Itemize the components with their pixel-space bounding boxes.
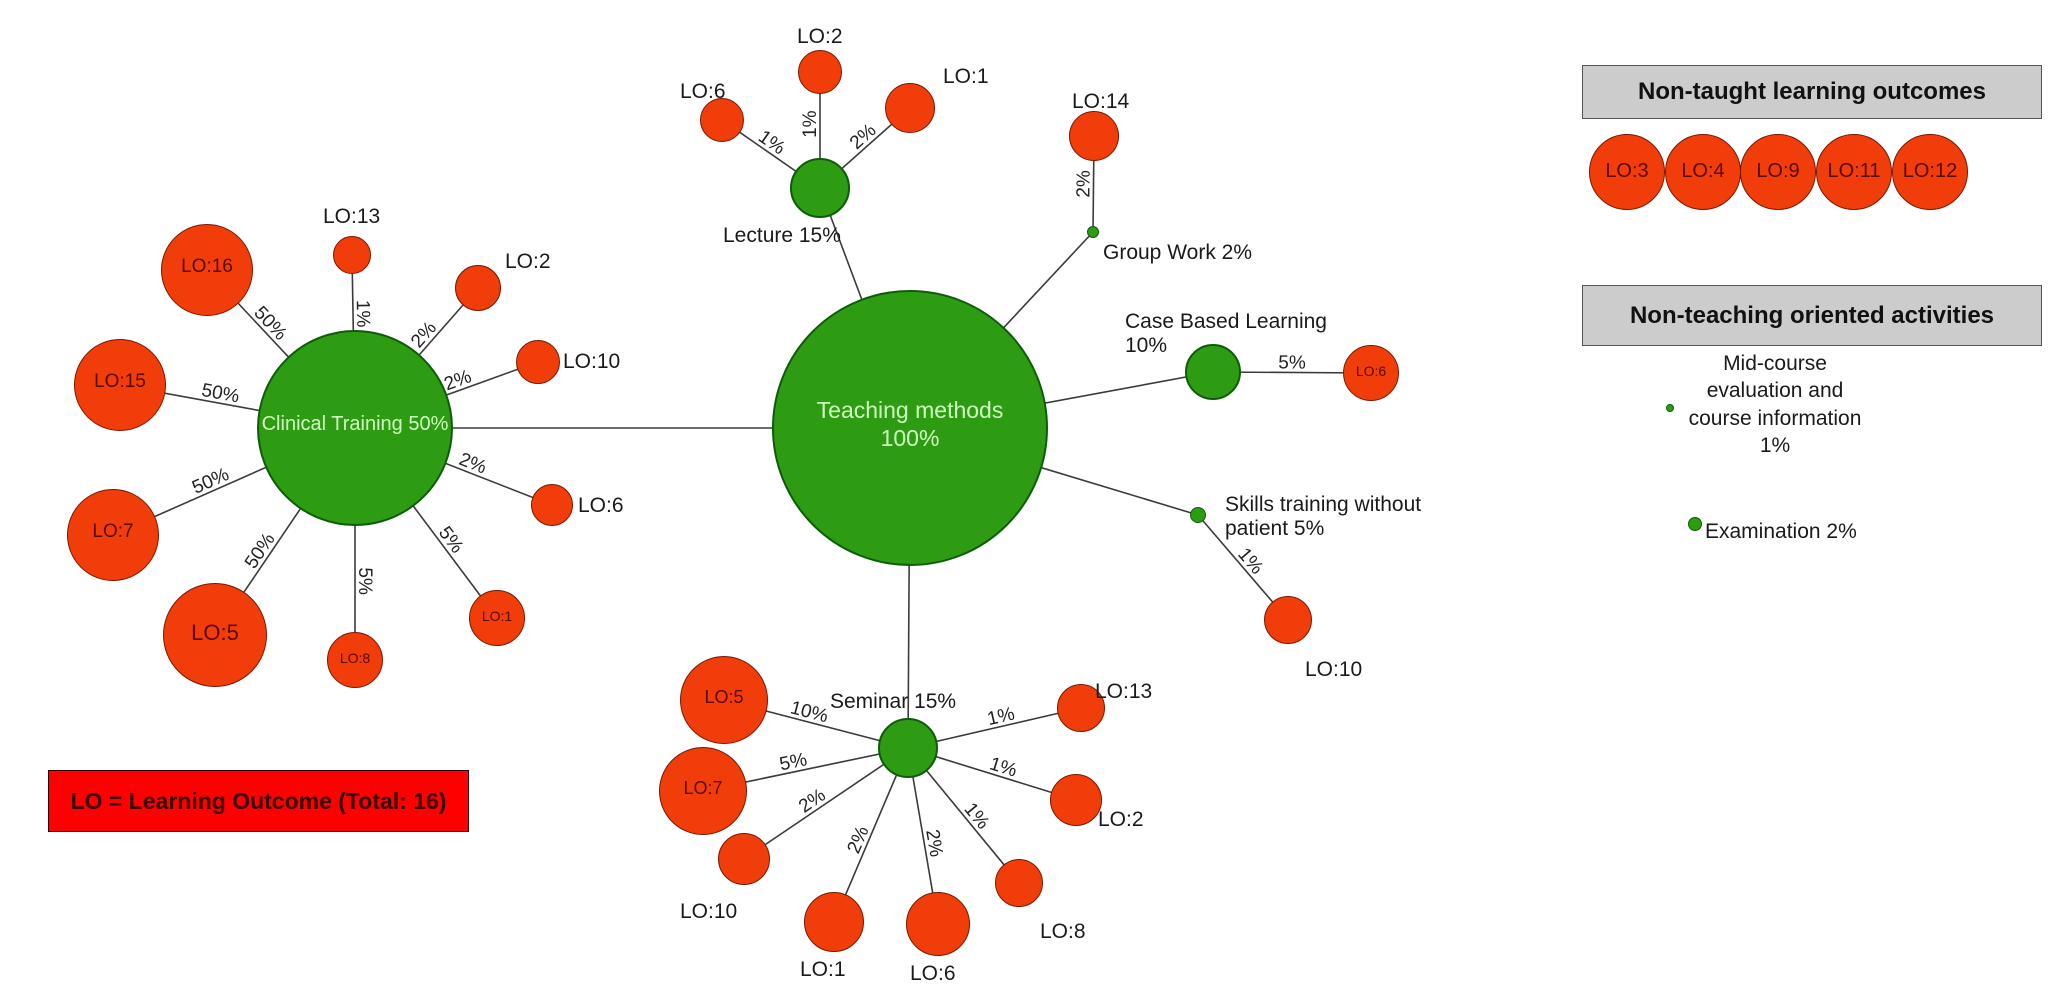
svg-text:5%: 5% [434,523,467,558]
svg-text:2%: 2% [921,828,946,859]
svg-text:50%: 50% [200,380,241,408]
svg-text:50%: 50% [189,464,232,499]
svg-text:2%: 2% [441,366,474,395]
svg-text:2%: 2% [407,318,441,353]
svg-text:2%: 2% [1073,170,1094,198]
svg-text:2%: 2% [846,120,881,154]
svg-text:1%: 1% [960,799,994,834]
svg-text:50%: 50% [241,529,280,572]
svg-text:10%: 10% [788,697,830,727]
svg-text:2%: 2% [844,823,874,857]
svg-text:2%: 2% [795,785,830,818]
svg-text:1%: 1% [800,110,821,138]
svg-text:5%: 5% [1278,352,1306,373]
svg-text:1%: 1% [985,703,1017,730]
svg-text:1%: 1% [352,300,373,328]
svg-text:1%: 1% [987,753,1020,781]
svg-text:5%: 5% [778,749,809,775]
svg-text:1%: 1% [1233,544,1267,579]
svg-text:50%: 50% [250,302,291,344]
svg-text:5%: 5% [354,567,375,595]
svg-text:2%: 2% [456,449,489,479]
svg-text:1%: 1% [754,126,789,159]
